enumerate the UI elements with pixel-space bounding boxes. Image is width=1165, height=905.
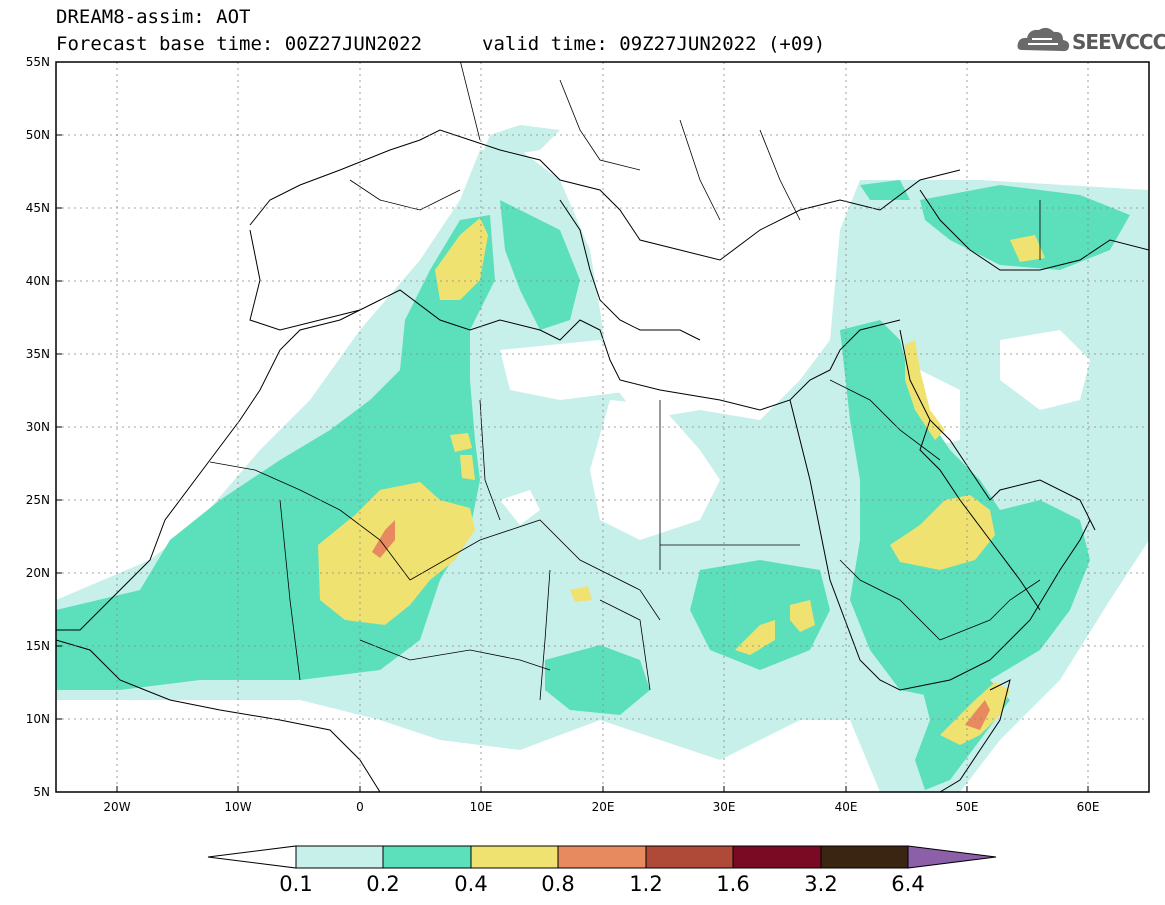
lat-label: 20N xyxy=(25,566,50,580)
coastlines xyxy=(56,129,1149,792)
lon-label: 10W xyxy=(224,800,252,814)
lon-label: 40E xyxy=(834,800,858,814)
lat-label: 15N xyxy=(25,639,50,653)
cloud-icon xyxy=(1017,27,1070,52)
lat-label: 5N xyxy=(33,785,50,799)
lon-label: 30E xyxy=(712,800,736,814)
colorbar-label: 0.4 xyxy=(454,872,488,896)
aot-band-0.4-0.8 xyxy=(318,218,1045,745)
valid-time: valid time: 09Z27JUN2022 (+09) xyxy=(482,33,826,55)
lat-label: 40N xyxy=(25,274,50,288)
tick-marks xyxy=(56,134,1089,792)
forecast-base-time: Forecast base time: 00Z27JUN2022 xyxy=(56,33,423,55)
lat-label: 35N xyxy=(25,347,50,361)
lon-label: 10E xyxy=(469,800,493,814)
lon-label: 20E xyxy=(591,800,615,814)
lon-label: 50E xyxy=(955,800,979,814)
colorbar-label: 0.1 xyxy=(279,872,313,896)
logo-text: SEEVCCC xyxy=(1072,30,1165,54)
gridlines xyxy=(56,62,1149,792)
lat-label: 10N xyxy=(25,712,50,726)
lat-label: 55N xyxy=(25,55,50,69)
political-borders xyxy=(209,62,1041,701)
lat-label: 50N xyxy=(25,128,50,142)
seevccc-logo: SEEVCCC xyxy=(1016,22,1165,58)
aot-band-0.8-1.2 xyxy=(372,520,990,730)
lat-label: 45N xyxy=(25,201,50,215)
colorbar-label: 1.6 xyxy=(716,872,750,896)
lon-label: 0 xyxy=(356,800,364,814)
plot-title: DREAM8-assim: AOT xyxy=(56,6,251,28)
colorbar-label: 3.2 xyxy=(804,872,838,896)
colorbar-label: 6.4 xyxy=(891,872,925,896)
lon-label: 60E xyxy=(1076,800,1100,814)
lon-label: 20W xyxy=(103,800,131,814)
colorbar-label: 0.8 xyxy=(541,872,575,896)
colorbar-label: 0.2 xyxy=(366,872,400,896)
colorbar-label: 1.2 xyxy=(629,872,663,896)
lat-label: 30N xyxy=(25,420,50,434)
lat-label: 25N xyxy=(25,493,50,507)
